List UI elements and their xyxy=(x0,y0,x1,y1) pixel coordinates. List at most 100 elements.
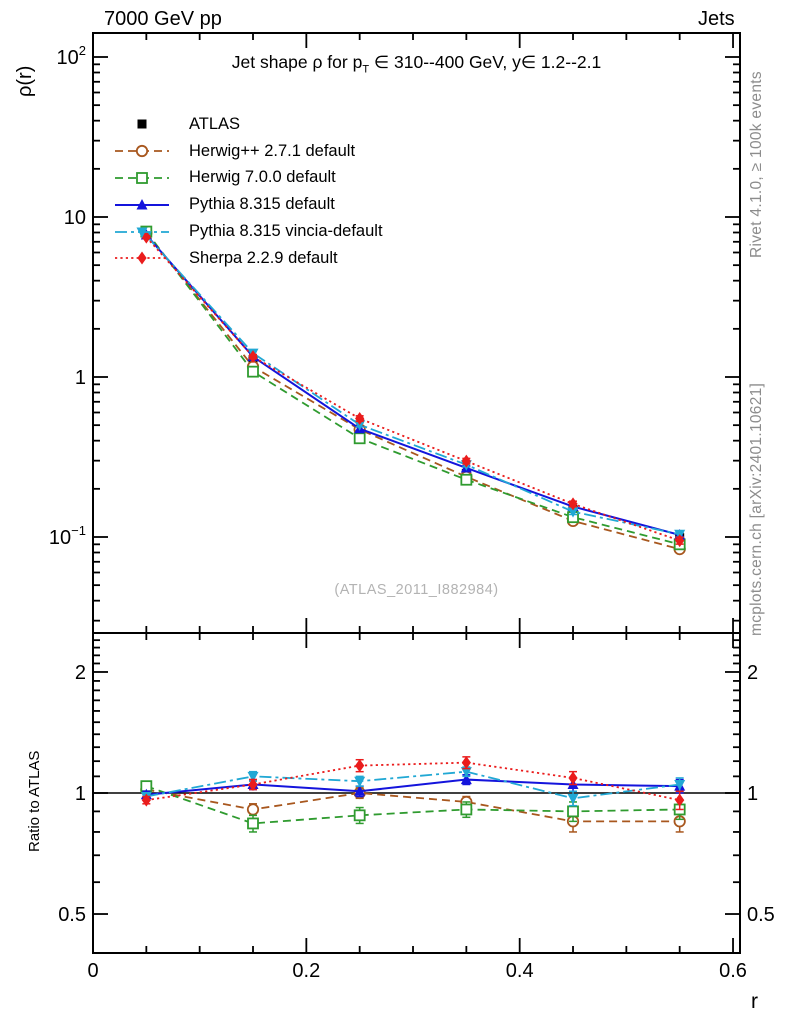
data-point-marker xyxy=(460,767,472,778)
tick-label: 10−1 xyxy=(49,523,86,549)
tick-label: 0.6 xyxy=(719,960,747,982)
legend-marker-sherpa xyxy=(115,251,169,265)
mcplots-arxiv-note: mcplots.cern.ch [arXiv:2401.10621] xyxy=(748,382,765,636)
data-point-marker xyxy=(355,759,365,773)
data-point-marker xyxy=(137,251,147,265)
rivet-version-note: Rivet 4.1.0, ≥ 100k events xyxy=(748,71,765,258)
tick-label: 1 xyxy=(75,783,86,805)
tick-label: 0.2 xyxy=(292,960,320,982)
series-herwig7-main xyxy=(140,225,686,551)
data-point-marker xyxy=(460,803,473,816)
plot-title-part1: Jet shape ρ for p xyxy=(231,52,363,72)
analysis-id-watermark: (ATLAS_2011_I882984) xyxy=(334,582,499,598)
data-point-marker xyxy=(247,365,259,378)
data-point-marker xyxy=(247,817,259,830)
data-point-marker xyxy=(353,809,366,822)
legend-marker-atlas xyxy=(137,119,147,129)
plot-title-part2: ∈ 310--400 GeV, y∈ 1.2--2.1 xyxy=(369,52,602,72)
series-herwigpp-ratio xyxy=(140,783,686,833)
legend-item-atlas: ATLAS xyxy=(112,111,383,138)
ratio-y-axis-title: Ratio to ATLAS xyxy=(26,750,43,852)
series-sherpa-main xyxy=(141,230,685,548)
series-line xyxy=(145,234,680,536)
data-point-marker xyxy=(137,119,147,129)
series-pythia-ratio xyxy=(140,773,686,800)
legend-label-vincia: Pythia 8.315 vincia-default xyxy=(189,222,383,241)
data-point-marker xyxy=(135,145,149,158)
series-line xyxy=(145,235,680,536)
y-axis-title: ρ(r) xyxy=(14,65,36,97)
data-point-marker xyxy=(354,785,366,796)
data-point-marker xyxy=(136,198,148,210)
legend: ATLAS Herwig++ 2.7.1 default Herwig 7.0.… xyxy=(112,111,383,272)
series-line xyxy=(145,232,680,550)
series-line xyxy=(146,761,680,802)
series-line xyxy=(146,785,680,825)
data-point-marker xyxy=(674,779,686,791)
series-pythia-main xyxy=(140,228,686,540)
tick-label: 102 xyxy=(57,43,86,69)
legend-marker-herwig7 xyxy=(115,172,169,184)
legend-label-atlas: ATLAS xyxy=(189,114,241,133)
tick-label: 0 xyxy=(87,960,98,982)
data-point-marker xyxy=(567,805,579,818)
data-point-marker xyxy=(568,771,578,785)
tick-label: 0.5 xyxy=(747,904,775,926)
data-point-marker xyxy=(248,350,258,364)
tick-label: 10 xyxy=(64,207,86,229)
tick-label: 0.4 xyxy=(506,960,534,982)
data-point-marker xyxy=(136,227,148,238)
plot-title: Jet shape ρ for pT ∈ 310--400 GeV, y∈ 1.… xyxy=(93,52,740,76)
series-line xyxy=(146,778,680,796)
legend-label-herwigpp: Herwig++ 2.7.1 default xyxy=(189,141,356,160)
tick-label: 0.5 xyxy=(58,904,86,926)
plot-title-subscript: T xyxy=(362,63,370,76)
tick-label: 1 xyxy=(747,783,758,805)
tick-label: 1 xyxy=(75,367,86,389)
legend-item-vincia: Pythia 8.315 vincia-default xyxy=(112,218,383,245)
legend-marker-vincia xyxy=(115,227,169,238)
data-point-marker xyxy=(568,497,578,511)
legend-label-pythia: Pythia 8.315 default xyxy=(189,195,335,214)
tick-label: 2 xyxy=(75,662,86,684)
data-point-marker xyxy=(354,420,366,431)
data-point-marker xyxy=(136,172,148,184)
data-point-marker xyxy=(567,507,579,518)
legend-item-pythia: Pythia 8.315 default xyxy=(112,191,383,218)
series-vincia-main xyxy=(140,231,686,541)
series-herwigpp-main xyxy=(140,226,686,556)
data-point-marker xyxy=(461,756,471,770)
legend-label-sherpa: Sherpa 2.2.9 default xyxy=(189,248,338,267)
tick-label: 2 xyxy=(747,662,758,684)
x-axis-title: r xyxy=(751,990,758,1013)
legend-marker-herwigpp xyxy=(115,145,169,158)
data-point-marker xyxy=(460,473,473,486)
data-point-marker xyxy=(567,793,579,805)
legend-marker-pythia xyxy=(115,198,169,210)
beam-energy-label: 7000 GeV pp xyxy=(104,8,222,30)
data-point-marker xyxy=(354,776,366,788)
data-point-marker xyxy=(460,773,472,785)
series-line xyxy=(146,788,680,823)
legend-item-sherpa: Sherpa 2.2.9 default xyxy=(112,245,383,272)
data-point-marker xyxy=(461,454,471,468)
data-point-marker xyxy=(353,432,366,445)
axis-tick-labels: 0 0.2 0.4 0.6 102 10 1 10−1 2 2 1 1 0.5 0.5 xyxy=(49,43,775,982)
data-point-marker xyxy=(246,803,260,816)
data-point-marker xyxy=(247,771,259,783)
series-line xyxy=(145,236,680,542)
series-herwig7-ratio xyxy=(140,780,686,833)
analysis-group-label: Jets xyxy=(698,8,735,30)
data-point-marker xyxy=(355,412,365,426)
series-sherpa-ratio xyxy=(141,756,685,811)
data-point-marker xyxy=(675,793,685,807)
data-point-marker xyxy=(248,777,258,791)
series-atlas-main xyxy=(141,229,685,543)
data-point-marker xyxy=(141,230,151,244)
data-point-marker xyxy=(675,534,685,548)
series-line xyxy=(145,231,680,546)
data-point-marker xyxy=(141,793,151,807)
legend-label-herwig7: Herwig 7.0.0 default xyxy=(189,168,336,187)
legend-item-herwigpp: Herwig++ 2.7.1 default xyxy=(112,138,383,165)
